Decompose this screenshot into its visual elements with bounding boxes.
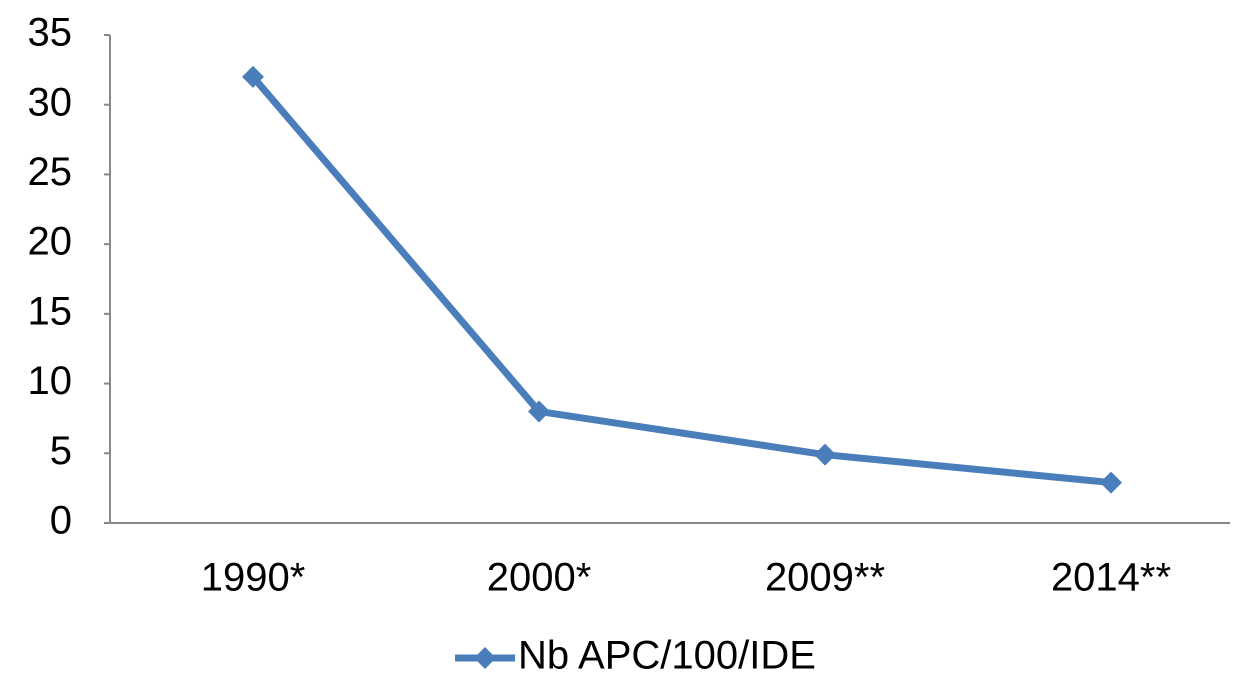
y-tick-label: 10 xyxy=(28,359,73,403)
x-tick-label: 2014** xyxy=(1051,556,1171,600)
x-tick-label: 1990* xyxy=(201,556,306,600)
y-tick-label: 35 xyxy=(28,11,73,55)
y-tick-label: 30 xyxy=(28,80,73,124)
y-tick-label: 25 xyxy=(28,150,73,194)
legend-label: Nb APC/100/IDE xyxy=(518,634,816,676)
legend-marker xyxy=(474,647,496,669)
y-tick-label: 5 xyxy=(50,429,72,473)
x-tick-label: 2009** xyxy=(765,556,885,600)
y-tick-label: 15 xyxy=(28,289,73,333)
point xyxy=(528,400,550,423)
y-tick-label: 20 xyxy=(28,220,73,264)
y-tick-label: 0 xyxy=(50,499,72,543)
series-line xyxy=(250,74,1112,487)
point xyxy=(814,443,836,466)
point xyxy=(1100,471,1122,494)
x-tick-label: 2000* xyxy=(487,556,592,600)
point xyxy=(242,65,264,88)
